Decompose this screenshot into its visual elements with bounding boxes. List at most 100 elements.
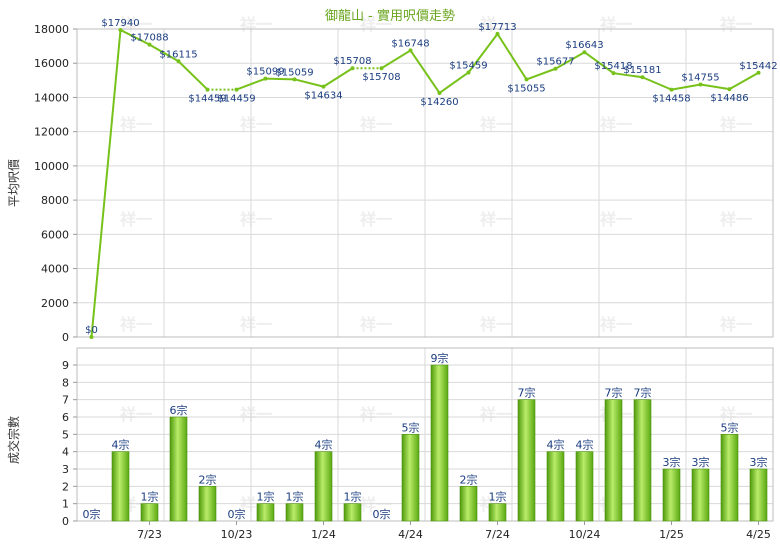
price-y-tick-label: 0 <box>62 331 69 344</box>
price-line-segment <box>294 78 324 88</box>
count-bar <box>662 468 681 522</box>
count-bar <box>517 399 536 522</box>
price-line-segment <box>149 43 179 63</box>
price-line-segment <box>467 33 499 74</box>
count-data-label: 4宗 <box>547 438 565 452</box>
count-y-tick-label: 5 <box>62 428 69 441</box>
watermark-text: 祥一 <box>240 405 272 424</box>
watermark-text: 祥一 <box>480 210 512 229</box>
price-line-segment <box>322 67 354 88</box>
price-line-segment <box>265 77 295 81</box>
watermark-text: 祥一 <box>360 210 392 229</box>
count-data-label: 1宗 <box>489 490 507 504</box>
count-data-label: 1宗 <box>257 490 275 504</box>
watermark-text: 祥一 <box>600 15 632 34</box>
count-x-tick-label: 4/25 <box>746 528 771 541</box>
watermark-text: 祥一 <box>480 315 512 334</box>
price-data-label: $14458 <box>652 94 690 105</box>
watermark-text: 祥一 <box>240 210 272 229</box>
price-point <box>234 87 239 92</box>
price-line-segment <box>496 33 528 80</box>
price-point <box>640 75 645 80</box>
price-y-tick-label: 6000 <box>41 228 69 241</box>
count-x-tick-label: 1/25 <box>659 528 684 541</box>
price-line-segment <box>671 83 701 91</box>
count-bar <box>343 503 362 522</box>
price-point <box>205 87 210 92</box>
count-y-axis: 0 1 2 3 4 5 6 7 8 9 <box>62 359 77 528</box>
count-bar <box>691 468 710 522</box>
count-bar <box>633 399 652 522</box>
price-data-label: $16115 <box>159 49 197 60</box>
count-y-tick-label: 2 <box>62 480 69 493</box>
price-data-label: $17088 <box>130 33 168 44</box>
count-data-label: 0宗 <box>83 507 101 521</box>
price-line-segment <box>90 29 122 338</box>
price-point <box>437 90 442 95</box>
price-y-axis-label: 平均呎價 <box>7 159 21 207</box>
price-point <box>176 59 181 64</box>
price-point <box>379 66 384 71</box>
count-bar <box>459 486 478 522</box>
watermark-text: 祥一 <box>120 210 152 229</box>
price-line-segment <box>555 51 585 70</box>
price-y-tick-label: 2000 <box>41 297 69 310</box>
price-line-segment <box>409 49 441 94</box>
price-point <box>466 70 471 75</box>
price-line-segment <box>700 83 730 91</box>
watermark-text: 祥一 <box>720 15 752 34</box>
price-y-axis: 0 2000 4000 6000 8000 10000 12000 14000 16000 180… <box>34 23 77 344</box>
watermark-text: 祥一 <box>600 210 632 229</box>
price-data-label: $15708 <box>333 56 371 67</box>
price-data-label: $14459 <box>217 94 255 105</box>
count-y-tick-label: 1 <box>62 498 69 511</box>
watermark-text: 祥一 <box>720 210 752 229</box>
count-x-tick-label: 10/23 <box>221 528 253 541</box>
price-point <box>582 50 587 55</box>
price-point <box>89 335 94 339</box>
count-data-label: 7宗 <box>518 386 536 400</box>
count-y-tick-label: 8 <box>62 376 69 389</box>
count-y-tick-label: 3 <box>62 463 69 476</box>
price-point <box>408 48 413 53</box>
count-data-label: 0宗 <box>228 507 246 521</box>
count-x-axis: 7/23 10/23 1/24 4/24 7/24 10/24 1/25 4/25 <box>137 521 771 541</box>
price-point <box>263 76 268 81</box>
price-line-segment <box>120 29 150 46</box>
count-bar <box>314 451 333 522</box>
watermark-text: 祥一 <box>720 315 752 334</box>
count-x-tick-label: 10/24 <box>569 528 601 541</box>
price-data-label: $16643 <box>565 40 603 51</box>
watermark-text: 祥一 <box>360 115 392 134</box>
watermark-text: 祥一 <box>360 315 392 334</box>
price-line-segment <box>380 49 412 70</box>
count-data-label: 4宗 <box>576 438 594 452</box>
count-data-label: 7宗 <box>634 386 652 400</box>
watermark-text: 祥一 <box>240 15 272 34</box>
price-data-label: $14634 <box>304 91 342 102</box>
price-point <box>698 82 703 87</box>
count-x-tick-label: 7/24 <box>485 528 510 541</box>
watermark-text: 祥一 <box>120 115 152 134</box>
price-line-segment <box>583 51 615 74</box>
price-line-segment <box>729 71 759 90</box>
price-line-segment <box>642 76 672 91</box>
price-series <box>89 28 761 339</box>
count-data-label: 5宗 <box>402 420 420 434</box>
price-y-tick-label: 18000 <box>34 23 69 36</box>
count-data-label: 3宗 <box>663 455 681 469</box>
watermark-text: 祥一 <box>360 405 392 424</box>
count-y-tick-label: 4 <box>62 446 69 459</box>
count-data-label: 0宗 <box>373 507 391 521</box>
price-data-label: $15181 <box>623 65 661 76</box>
watermark-text: 祥一 <box>600 115 632 134</box>
count-y-tick-label: 9 <box>62 359 69 372</box>
price-data-labels: $0$17940$17088$16115$14459$14459$15099$1… <box>85 18 777 336</box>
watermark-text: 祥一 <box>120 315 152 334</box>
count-data-label: 1宗 <box>344 490 362 504</box>
price-y-tick-label: 10000 <box>34 160 69 173</box>
price-line-segment <box>236 77 266 91</box>
price-point <box>350 66 355 71</box>
watermark-text: 祥一 <box>240 315 272 334</box>
count-data-label: 2宗 <box>460 472 478 486</box>
